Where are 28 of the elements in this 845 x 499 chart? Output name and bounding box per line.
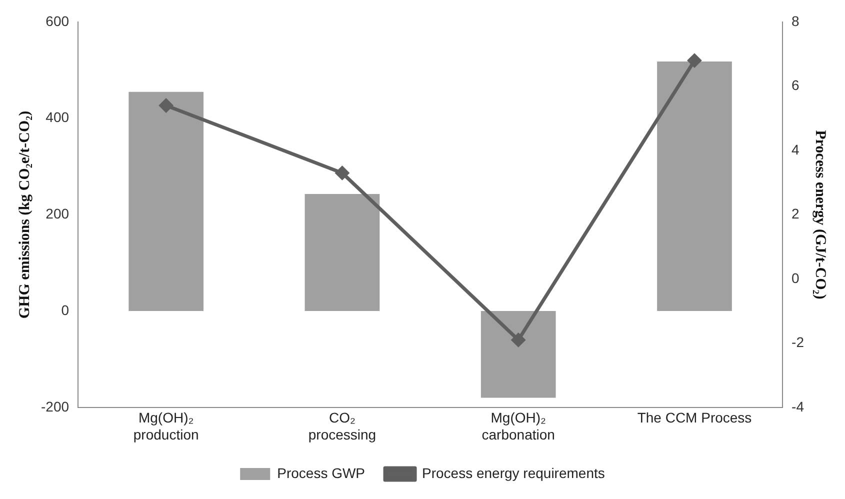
- legend-label: Process energy requirements: [422, 464, 605, 481]
- y-tick-label: 400: [46, 109, 70, 126]
- y2-axis-title: Process energy (GJ/t-CO₂): [812, 130, 828, 300]
- point: [512, 333, 526, 347]
- y2-tick-label: 0: [792, 270, 800, 286]
- x-tick-label: Mg(OH)₂ production: [133, 410, 199, 442]
- x-tick-label: The CCM Process: [637, 410, 752, 426]
- y-tick-label: 600: [46, 12, 70, 29]
- y-tick-label: -200: [40, 398, 70, 414]
- point: [335, 166, 349, 180]
- y-tick-label: 0: [61, 302, 70, 318]
- point: [159, 98, 173, 112]
- x-tick-label: CO₂ processing: [308, 410, 376, 442]
- bar: [657, 62, 732, 312]
- y2-tick-label: -4: [792, 398, 804, 414]
- y2-tick-label: 8: [792, 12, 800, 29]
- legend-label: Process GWP: [277, 464, 366, 481]
- y-tick-label: 200: [46, 206, 70, 222]
- y2-tick-label: 4: [792, 141, 800, 158]
- bar: [304, 194, 380, 312]
- x-tick-label: Mg(OH)₂ carbonation: [482, 410, 555, 442]
- y-axis-title: GHG emissions (kg CO₂e/t-CO₂): [16, 110, 33, 319]
- bar: [128, 92, 204, 312]
- y2-tick-label: 2: [792, 206, 800, 222]
- point: [688, 54, 702, 68]
- bar: [480, 311, 556, 398]
- y2-tick-label: 6: [792, 77, 800, 94]
- y2-tick-label: -2: [792, 334, 804, 350]
